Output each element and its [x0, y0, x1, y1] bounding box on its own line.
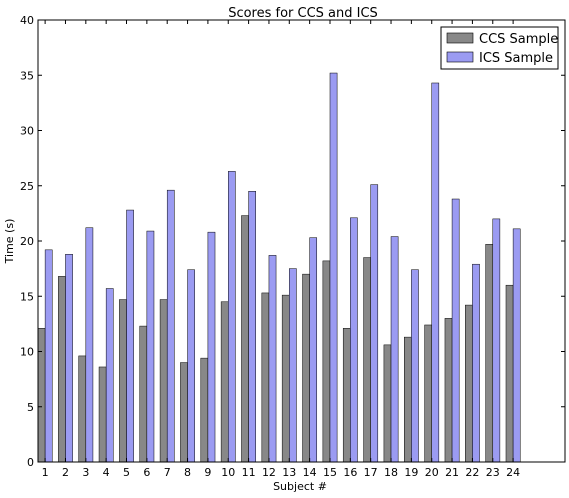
bars-group	[37, 72, 521, 463]
y-tick-label: 40	[20, 14, 34, 27]
x-tick-label: 19	[404, 466, 418, 479]
bar-ccs-22	[465, 304, 473, 463]
legend-swatch-ics	[446, 51, 474, 63]
x-tick-label: 7	[164, 466, 171, 479]
bar-ccs-14	[302, 273, 310, 463]
bar-ccs-5	[119, 299, 127, 463]
bar-ics-7	[166, 189, 175, 463]
bar-ccs-4	[98, 366, 107, 463]
bar-ics-16	[350, 217, 358, 463]
bar-ccs-18	[383, 344, 392, 463]
bar-ics-24	[512, 228, 521, 463]
x-tick-label: 18	[384, 466, 398, 479]
bar-ccs-9	[200, 357, 209, 463]
bar-ccs-2	[58, 276, 66, 463]
bar-ccs-6	[139, 325, 148, 463]
x-axis-label: Subject #	[273, 480, 327, 493]
legend-label-ics: ICS Sample	[479, 51, 553, 66]
bar-ics-17	[370, 184, 379, 463]
bar-ics-2	[65, 254, 73, 463]
x-tick-label: 24	[506, 466, 520, 479]
x-tick-label: 13	[282, 466, 296, 479]
bar-ics-4	[105, 288, 114, 463]
bar-ics-1	[44, 249, 53, 463]
y-axis: 0 5 10 15 20 25 30 35 40	[20, 14, 565, 469]
bar-ics-11	[248, 191, 256, 463]
bar-ccs-21	[444, 318, 453, 463]
bar-ccs-13	[281, 294, 290, 463]
x-tick-label: 20	[425, 466, 439, 479]
bar-ics-14	[309, 237, 318, 463]
bar-ics-19	[411, 269, 419, 463]
bar-ics-20	[431, 82, 440, 463]
x-tick-label: 17	[364, 466, 378, 479]
bar-ccs-20	[424, 324, 432, 463]
y-tick-label: 10	[20, 346, 34, 359]
x-tick-label: 12	[262, 466, 276, 479]
y-tick-label: 35	[20, 69, 34, 82]
bar-ics-10	[228, 171, 236, 463]
x-tick-label: 2	[62, 466, 69, 479]
bar-ccs-12	[261, 292, 270, 463]
bar-ics-9	[207, 231, 216, 463]
legend: CCS Sample ICS Sample	[440, 26, 559, 70]
bar-ccs-3	[78, 355, 87, 463]
x-tick-label: 22	[465, 466, 479, 479]
y-tick-label: 15	[20, 290, 34, 303]
bar-ccs-15	[322, 260, 331, 463]
x-tick-label: 6	[143, 466, 150, 479]
bar-ccs-11	[241, 215, 249, 463]
x-tick-label: 23	[486, 466, 500, 479]
chart-title: Scores for CCS and ICS	[228, 6, 378, 21]
x-tick-label: 14	[303, 466, 317, 479]
bar-ccs-7	[159, 299, 168, 463]
y-tick-label: 5	[27, 401, 34, 414]
x-tick-label: 8	[184, 466, 191, 479]
bar-ccs-17	[363, 257, 371, 463]
x-tick-label: 1	[42, 466, 49, 479]
x-tick-label: 15	[323, 466, 337, 479]
bar-ics-8	[187, 269, 195, 463]
y-tick-label: 0	[27, 456, 34, 469]
bar-ccs-24	[505, 284, 514, 463]
x-tick-label: 10	[221, 466, 235, 479]
x-tick-label: 11	[242, 466, 256, 479]
bar-ics-6	[146, 230, 155, 463]
x-tick-label: 3	[82, 466, 89, 479]
y-tick-label: 25	[20, 180, 34, 193]
x-tick-label: 16	[343, 466, 357, 479]
bar-ccs-23	[485, 244, 494, 463]
bar-ics-23	[492, 218, 501, 463]
bar-ccs-1	[37, 328, 46, 463]
bar-ccs-19	[404, 336, 412, 463]
bar-ics-18	[390, 236, 399, 463]
bar-ics-22	[472, 263, 480, 463]
bar-ics-3	[85, 227, 94, 463]
bar-ics-12	[268, 255, 277, 463]
legend-swatch-ccs	[446, 32, 474, 44]
bar-ics-5	[126, 209, 134, 463]
bar-ics-15	[329, 72, 338, 463]
bar-ics-21	[451, 198, 460, 463]
y-tick-label: 30	[20, 125, 34, 138]
bar-ccs-8	[180, 362, 188, 463]
y-axis-label: Time (s)	[3, 219, 16, 265]
legend-label-ccs: CCS Sample	[479, 32, 558, 47]
bar-ics-13	[289, 268, 297, 463]
y-tick-label: 20	[20, 235, 34, 248]
bar-ccs-10	[220, 301, 229, 463]
x-tick-label: 5	[123, 466, 130, 479]
x-tick-label: 21	[445, 466, 459, 479]
x-tick-label: 4	[103, 466, 110, 479]
x-axis: 1 2 3 4 5 6 7 8 9 10 11 12 13 14 15 16 17 18 19 20 21 22 23 24	[42, 20, 520, 479]
x-tick-label: 9	[204, 466, 211, 479]
bar-ccs-16	[342, 328, 351, 463]
